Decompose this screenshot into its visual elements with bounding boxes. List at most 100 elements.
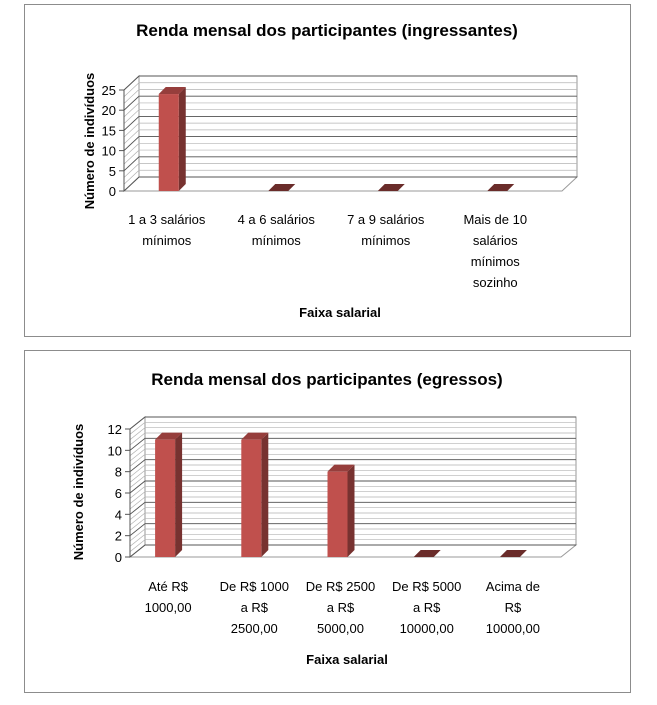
chart-title: Renda mensal dos participantes (egressos… [151, 370, 502, 389]
x-tick-label-line: mínimos [471, 254, 521, 269]
gridline-major [123, 176, 577, 192]
gridline-major [129, 459, 576, 473]
gridline-minor [129, 507, 576, 520]
y-tick-label: 6 [115, 486, 122, 501]
y-axis-title: Número de indivíduos [71, 424, 86, 561]
x-tick-label-line: salários [473, 233, 518, 248]
gridline-major [123, 75, 577, 91]
bar-side [175, 432, 183, 557]
gridline-minor [129, 432, 576, 446]
gridline-major [123, 95, 577, 111]
gridline-major [129, 480, 576, 494]
x-tick-label: 7 a 9 salários mínimos [347, 212, 425, 248]
bar [268, 184, 296, 191]
x-tick-label-line: De R$ 1000 [220, 579, 289, 594]
bar-front [241, 439, 262, 557]
gridline-minor [123, 142, 577, 158]
x-tick-label-line: R$ [505, 600, 522, 615]
y-tick-label: 10 [108, 443, 122, 458]
y-tick-label: 8 [115, 465, 122, 480]
x-tick-label-line: 2500,00 [231, 621, 278, 636]
x-tick-label-line: 5000,00 [317, 621, 364, 636]
gridline-major [129, 501, 576, 515]
x-tick-label-line: 1 a 3 salários [128, 212, 206, 227]
back-wall [138, 75, 578, 178]
bar-side [347, 464, 355, 557]
x-axis-title: Faixa salarial [306, 652, 388, 667]
x-tick-label: Até R$ 1000,00 [145, 579, 192, 615]
x-tick-label: De R$ 5000 a R$ 10000,00 [392, 579, 461, 636]
bar-top [377, 184, 405, 191]
x-tick-label-line: a R$ [327, 600, 355, 615]
gridline-minor [129, 539, 576, 552]
x-tick-label: Acima de R$ 10000,00 [486, 579, 540, 636]
bar-front [158, 94, 179, 191]
bar [487, 184, 515, 191]
gridline-minor [123, 149, 577, 165]
x-tick-label-line: 10000,00 [400, 621, 454, 636]
x-tick-label-line: De R$ 2500 [306, 579, 375, 594]
gridline-minor [129, 496, 576, 510]
y-tick-label: 4 [115, 507, 122, 522]
x-tick-label-line: mínimos [361, 233, 411, 248]
y-tick-label: 0 [109, 184, 116, 199]
gridline-major [129, 523, 576, 537]
x-tick-label-line: Até R$ [148, 579, 189, 594]
gridline-minor [129, 475, 576, 488]
x-tick-label-line: 1000,00 [145, 600, 192, 615]
gridline-minor [129, 528, 576, 542]
bar [377, 184, 405, 191]
x-tick-label-line: 7 a 9 salários [347, 212, 425, 227]
chart-egressos: Renda mensal dos participantes (egressos… [71, 370, 578, 667]
gridline-minor [123, 169, 577, 185]
y-tick-label: 2 [115, 529, 122, 544]
gridline-major [129, 416, 576, 430]
x-tick-label-line: mínimos [142, 233, 192, 248]
y-tick-label: 25 [102, 83, 116, 98]
x-tick-label: De R$ 2500 a R$ 5000,00 [306, 579, 375, 636]
x-tick-label-line: a R$ [241, 600, 269, 615]
gridline-major [123, 156, 577, 172]
x-tick-label-line: 4 a 6 salários [238, 212, 316, 227]
y-tick-label: 20 [102, 103, 116, 118]
side-wall [123, 74, 140, 193]
bar-front [155, 439, 176, 557]
bar-side [178, 87, 186, 191]
gridline-major [129, 544, 576, 558]
x-tick-label-line: mínimos [252, 233, 302, 248]
bar [499, 550, 527, 557]
gridline-minor [129, 464, 576, 478]
bar-top [158, 87, 186, 95]
y-tick-label: 15 [102, 123, 116, 138]
x-tick-label-line: 10000,00 [486, 621, 540, 636]
x-tick-label: Mais de 10 salários mínimos sozinho [463, 212, 527, 290]
x-tick-label-line: Acima de [486, 579, 540, 594]
gridline-major [123, 115, 577, 131]
gridline-minor [129, 443, 576, 456]
chart-panel-egressos: Renda mensal dos participantes (egressos… [24, 350, 631, 693]
gridline-minor [129, 469, 576, 483]
gridline-minor [123, 163, 577, 178]
gridline-major [123, 136, 577, 151]
x-tick-label: 1 a 3 salários mínimos [128, 212, 206, 248]
bar-side [261, 432, 269, 557]
bar-top [155, 432, 183, 440]
bar-top [327, 464, 355, 472]
bar-top [241, 432, 269, 440]
gridline-minor [123, 109, 577, 124]
y-axis-title: Número de indivíduos [82, 73, 97, 210]
bar [158, 87, 186, 191]
gridline-minor [123, 122, 577, 138]
y-tick-label: 12 [108, 422, 122, 437]
bar-top [499, 550, 527, 557]
gridline-minor [123, 82, 577, 97]
gridline-minor [129, 491, 576, 504]
gridline-major [129, 437, 576, 451]
x-tick-label-line: a R$ [413, 600, 441, 615]
chart-title: Renda mensal dos participantes (ingressa… [136, 21, 518, 40]
gridline-minor [129, 485, 576, 499]
bar [241, 432, 269, 557]
bar [327, 464, 355, 557]
gridline-minor [129, 533, 576, 547]
